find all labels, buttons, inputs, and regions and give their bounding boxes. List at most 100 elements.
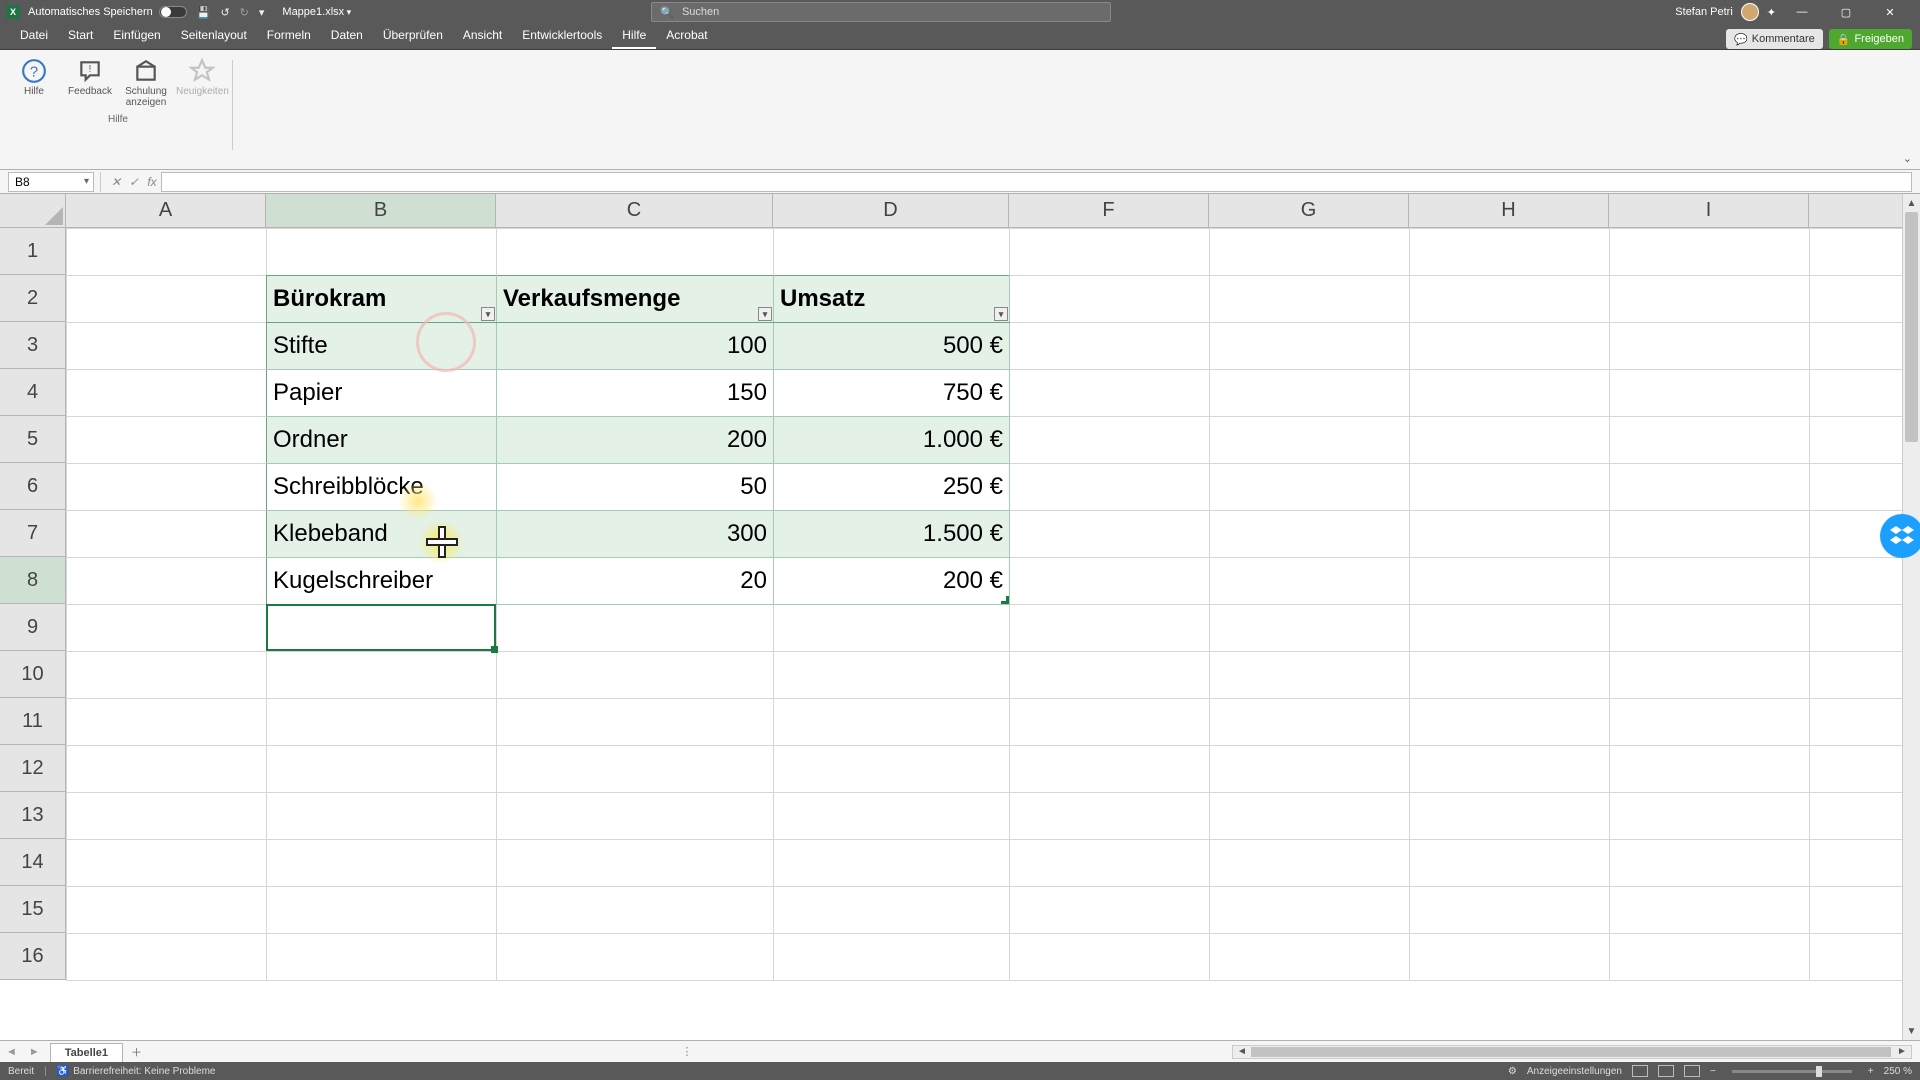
row-headers[interactable]: 12345678910111213141516 xyxy=(0,228,66,980)
ribbon-tab-datei[interactable]: Datei xyxy=(10,24,58,49)
table-cell[interactable]: 750 € xyxy=(774,370,1010,417)
column-header[interactable]: A xyxy=(66,194,266,228)
autosave-toggle[interactable] xyxy=(159,6,187,18)
fx-icon[interactable]: fx xyxy=(143,175,161,189)
zoom-slider[interactable] xyxy=(1732,1070,1852,1073)
row-header[interactable]: 9 xyxy=(0,604,66,651)
qat-customize-icon[interactable]: ▾ xyxy=(259,6,265,19)
table-cell[interactable]: 500 € xyxy=(774,323,1010,370)
close-button[interactable]: ✕ xyxy=(1872,6,1908,19)
row-header[interactable]: 8 xyxy=(0,557,66,604)
ribbon-tab-ansicht[interactable]: Ansicht xyxy=(453,24,512,49)
table-cell[interactable]: Ordner xyxy=(267,417,497,464)
document-title[interactable]: Mappe1.xlsx xyxy=(282,6,351,18)
cells-area[interactable]: Bürokram▾Verkaufsmenge▾Umsatz▾Stifte1005… xyxy=(66,228,1920,980)
scroll-up-icon[interactable]: ▲ xyxy=(1903,194,1920,212)
table-resize-handle[interactable] xyxy=(1001,596,1009,604)
row-header[interactable]: 14 xyxy=(0,839,66,886)
ribbon-collapse-icon[interactable]: ⌄ xyxy=(1903,152,1912,165)
table-cell[interactable]: 50 xyxy=(497,464,774,511)
ribbon-tab-acrobat[interactable]: Acrobat xyxy=(656,24,717,49)
row-header[interactable]: 12 xyxy=(0,745,66,792)
table-header[interactable]: Verkaufsmenge▾ xyxy=(497,276,774,323)
ribbon-tab-start[interactable]: Start xyxy=(58,24,103,49)
horizontal-scrollbar[interactable]: ◄ ► xyxy=(1232,1045,1912,1059)
table-cell[interactable]: 1.500 € xyxy=(774,511,1010,558)
accept-formula-icon[interactable]: ✓ xyxy=(125,175,143,189)
formula-input[interactable] xyxy=(161,172,1912,192)
dropbox-icon[interactable] xyxy=(1880,514,1920,558)
cancel-formula-icon[interactable]: ✕ xyxy=(107,175,125,189)
row-header[interactable]: 16 xyxy=(0,933,66,980)
help-item-0[interactable]: ?Hilfe xyxy=(8,56,60,108)
vertical-scrollbar[interactable]: ▲ ▼ xyxy=(1902,194,1920,1040)
view-pagebreak-icon[interactable] xyxy=(1684,1065,1700,1077)
column-header[interactable]: H xyxy=(1409,194,1609,228)
save-icon[interactable]: 💾 xyxy=(197,6,211,19)
row-header[interactable]: 4 xyxy=(0,369,66,416)
table-cell[interactable]: 250 € xyxy=(774,464,1010,511)
ribbon-tab-überprüfen[interactable]: Überprüfen xyxy=(373,24,453,49)
table-header[interactable]: Bürokram▾ xyxy=(267,276,497,323)
ribbon-tab-einfügen[interactable]: Einfügen xyxy=(103,24,170,49)
filter-dropdown-icon[interactable]: ▾ xyxy=(758,307,772,321)
add-sheet-button[interactable]: ＋ xyxy=(123,1044,150,1060)
table-cell[interactable]: 200 € xyxy=(774,558,1010,605)
zoom-in-button[interactable]: + xyxy=(1868,1066,1874,1077)
view-pagelayout-icon[interactable] xyxy=(1658,1065,1674,1077)
row-header[interactable]: 11 xyxy=(0,698,66,745)
minimize-button[interactable]: — xyxy=(1784,6,1820,18)
table-cell[interactable]: 1.000 € xyxy=(774,417,1010,464)
name-box[interactable]: B8 ▾ xyxy=(8,172,94,192)
ribbon-tab-formeln[interactable]: Formeln xyxy=(257,24,321,49)
row-header[interactable]: 15 xyxy=(0,886,66,933)
scroll-thumb[interactable] xyxy=(1905,212,1918,442)
comments-button[interactable]: 💬 Kommentare xyxy=(1726,29,1823,49)
table-cell[interactable]: Kugelschreiber xyxy=(267,558,497,605)
scroll-down-icon[interactable]: ▼ xyxy=(1903,1022,1920,1040)
zoom-out-button[interactable]: − xyxy=(1710,1066,1716,1077)
sheet-nav-next-icon[interactable]: ► xyxy=(23,1046,46,1058)
diamond-icon[interactable]: ✦ xyxy=(1767,6,1776,19)
table-cell[interactable]: 200 xyxy=(497,417,774,464)
share-button[interactable]: 🔒 Freigeben xyxy=(1829,29,1912,49)
column-header[interactable]: G xyxy=(1209,194,1409,228)
row-header[interactable]: 6 xyxy=(0,463,66,510)
table-cell[interactable]: 100 xyxy=(497,323,774,370)
row-header[interactable]: 2 xyxy=(0,275,66,322)
row-header[interactable]: 13 xyxy=(0,792,66,839)
column-header[interactable]: B xyxy=(266,194,496,228)
user-name[interactable]: Stefan Petri xyxy=(1675,6,1732,18)
filter-dropdown-icon[interactable]: ▾ xyxy=(481,307,495,321)
table-cell[interactable]: 150 xyxy=(497,370,774,417)
row-header[interactable]: 10 xyxy=(0,651,66,698)
table-cell[interactable]: Papier xyxy=(267,370,497,417)
maximize-button[interactable]: ▢ xyxy=(1828,6,1864,19)
row-header[interactable]: 3 xyxy=(0,322,66,369)
table-cell[interactable]: Klebeband xyxy=(267,511,497,558)
table-cell[interactable]: 300 xyxy=(497,511,774,558)
column-header[interactable]: D xyxy=(773,194,1009,228)
help-item-2[interactable]: Schulung anzeigen xyxy=(120,56,172,108)
search-input[interactable]: 🔍 Suchen xyxy=(651,2,1111,22)
row-header[interactable]: 7 xyxy=(0,510,66,557)
filter-dropdown-icon[interactable]: ▾ xyxy=(994,307,1008,321)
redo-icon[interactable]: ↻ xyxy=(240,6,249,19)
table-cell[interactable]: Stifte xyxy=(267,323,497,370)
avatar[interactable] xyxy=(1741,3,1759,21)
table-header[interactable]: Umsatz▾ xyxy=(774,276,1010,323)
display-settings-icon[interactable]: ⚙ xyxy=(1508,1066,1517,1077)
display-settings-label[interactable]: Anzeigeeinstellungen xyxy=(1527,1066,1622,1077)
ribbon-tab-seitenlayout[interactable]: Seitenlayout xyxy=(171,24,257,49)
column-header[interactable]: I xyxy=(1609,194,1809,228)
table-cell[interactable]: 20 xyxy=(497,558,774,605)
column-header[interactable]: F xyxy=(1009,194,1209,228)
ribbon-tab-entwicklertools[interactable]: Entwicklertools xyxy=(512,24,612,49)
help-item-1[interactable]: !Feedback xyxy=(64,56,116,108)
view-normal-icon[interactable] xyxy=(1632,1065,1648,1077)
sheet-tab[interactable]: Tabelle1 xyxy=(50,1043,123,1062)
sheet-nav-prev-icon[interactable]: ◄ xyxy=(0,1046,23,1058)
table-cell[interactable]: Schreibblöcke xyxy=(267,464,497,511)
row-header[interactable]: 1 xyxy=(0,228,66,275)
ribbon-tab-hilfe[interactable]: Hilfe xyxy=(612,24,656,49)
